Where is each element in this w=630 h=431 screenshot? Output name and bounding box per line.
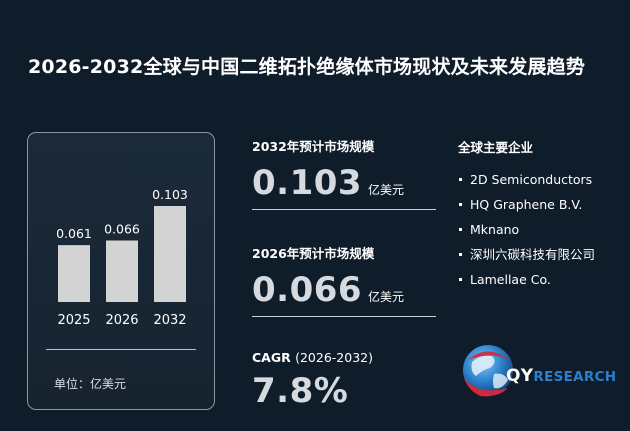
company-item: 2D Semiconductors (458, 170, 618, 190)
unit-label: 单位：亿美元 (54, 377, 127, 391)
bar-2026 (106, 240, 138, 302)
stat-2032-value: 0.103 (252, 163, 363, 203)
stat-cagr: CAGR (2026-2032) 7.8% (252, 350, 373, 411)
companies-list: 2D Semiconductors HQ Graphene B.V. Mknan… (458, 170, 618, 290)
data-label-2032: 0.103 (152, 187, 188, 202)
category-label-2032: 2032 (153, 313, 186, 328)
stat-divider (252, 209, 436, 210)
stat-2032-label: 2032年预计市场规模 (252, 139, 375, 154)
data-label-2026: 0.066 (104, 221, 140, 236)
chart-divider (46, 349, 196, 350)
page-title: 2026-2032全球与中国二维拓扑绝缘体市场现状及未来发展趋势 (28, 56, 586, 78)
category-label-2026: 2026 (105, 313, 138, 328)
stat-2026: 2026年预计市场规模 0.066 亿美元 (252, 243, 436, 317)
logo-wordmark: QYRESEARCH (506, 366, 616, 386)
companies-panel: 全球主要企业 2D Semiconductors HQ Graphene B.V… (458, 137, 618, 295)
bar-2032 (154, 206, 186, 302)
stat-2026-label: 2026年预计市场规模 (252, 246, 375, 261)
cagr-period: (2026-2032) (295, 350, 373, 365)
category-label-2025: 2025 (57, 313, 90, 328)
bar-2025 (58, 245, 90, 302)
logo-suffix: RESEARCH (533, 369, 617, 385)
stat-divider (252, 316, 436, 317)
company-item: Mknano (458, 220, 618, 240)
logo-prefix: QY (506, 366, 534, 386)
data-label-2025: 0.061 (56, 226, 92, 241)
bar-chart: 0.061 2025 0.066 2026 0.103 2032 (56, 187, 188, 328)
company-item: 深圳六碳科技有限公司 (458, 245, 618, 265)
stat-2026-value: 0.066 (252, 270, 363, 310)
stat-2032-unit: 亿美元 (368, 183, 405, 197)
qyresearch-logo: QYRESEARCH (458, 340, 616, 398)
cagr-value: 7.8% (252, 371, 349, 411)
cagr-label: CAGR (252, 350, 291, 365)
company-item: Lamellae Co. (458, 270, 618, 290)
companies-title: 全球主要企业 (458, 140, 534, 155)
globe-icon (463, 345, 513, 397)
bar-chart-card: 0.061 2025 0.066 2026 0.103 2032 单位：亿美元 (27, 132, 215, 410)
stat-2032: 2032年预计市场规模 0.103 亿美元 (252, 136, 436, 210)
company-item: HQ Graphene B.V. (458, 195, 618, 215)
stat-2026-unit: 亿美元 (368, 290, 405, 304)
